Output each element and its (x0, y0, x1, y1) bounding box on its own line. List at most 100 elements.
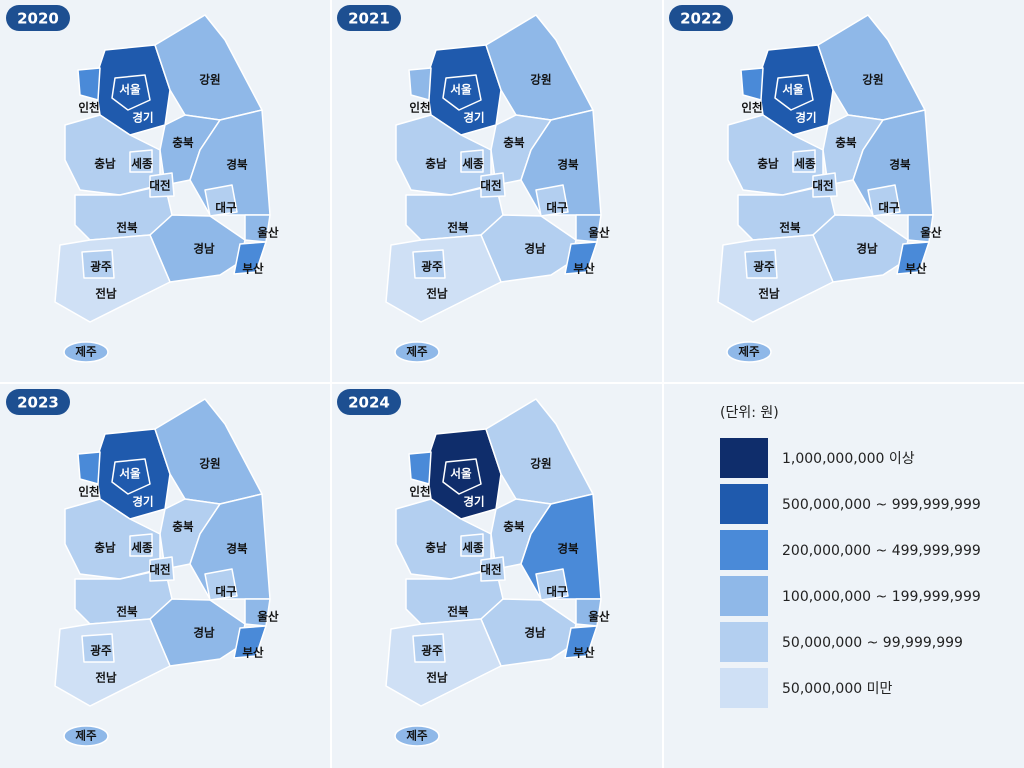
region-label: 충남 (757, 157, 779, 171)
region-label: 충북 (835, 136, 857, 150)
region-label: 세종 (131, 541, 153, 555)
region-label: 충북 (172, 136, 194, 150)
region (726, 341, 772, 363)
region-label: 제주 (406, 345, 428, 359)
legend-label: 200,000,000 ~ 499,999,999 (782, 543, 981, 559)
legend-swatch (720, 576, 768, 616)
region-label: 대전 (149, 179, 170, 193)
year-label: 2024 (348, 394, 390, 412)
region-label: 제주 (75, 729, 97, 743)
region-label: 경북 (226, 158, 248, 172)
legend-label: 50,000,000 ~ 99,999,999 (782, 635, 963, 651)
region (63, 725, 109, 747)
region-label: 대전 (149, 563, 170, 577)
region (129, 533, 153, 557)
region-label: 울산 (588, 610, 610, 624)
region-label: 전남 (426, 671, 448, 685)
region-label: 인천 (741, 101, 762, 115)
region-label: 경기 (132, 495, 153, 509)
region (394, 341, 440, 363)
region-label: 경남 (524, 242, 546, 256)
region (535, 184, 569, 217)
region-label: 인천 (409, 485, 430, 499)
region (149, 556, 175, 582)
legend-label: 500,000,000 ~ 999,999,999 (782, 497, 981, 513)
region-label: 강원 (530, 73, 551, 87)
region-label: 전남 (95, 671, 117, 685)
year-badge (6, 389, 70, 415)
region-label: 부산 (242, 646, 264, 660)
region (111, 74, 151, 111)
region (408, 451, 432, 485)
year-badge (337, 389, 401, 415)
year-label: 2023 (17, 394, 59, 412)
region-label: 울산 (257, 226, 279, 240)
region-label: 대구 (215, 201, 237, 215)
region-label: 부산 (242, 262, 264, 276)
region (740, 67, 764, 101)
region-label: 대전 (480, 563, 501, 577)
region-label: 경북 (889, 158, 911, 172)
region (233, 625, 267, 659)
region-label: 광주 (90, 644, 112, 658)
region-label: 강원 (199, 73, 220, 87)
region (204, 568, 238, 601)
region (896, 241, 930, 275)
region (412, 249, 446, 279)
year-badge (6, 5, 70, 31)
region (233, 241, 267, 275)
region-label: 경북 (226, 542, 248, 556)
region (442, 458, 482, 495)
region-label: 경남 (193, 626, 215, 640)
region (442, 74, 482, 111)
region (460, 533, 484, 557)
region-label: 광주 (421, 644, 443, 658)
region-label: 제주 (738, 345, 760, 359)
region-label: 세종 (462, 157, 484, 171)
region-label: 세종 (462, 541, 484, 555)
region-label: 충남 (94, 541, 116, 555)
region (812, 172, 838, 198)
year-label: 2022 (680, 10, 722, 28)
region-label: 울산 (257, 610, 279, 624)
legend-swatch (720, 668, 768, 708)
region-label: 강원 (862, 73, 883, 87)
region-label: 서울 (450, 83, 472, 97)
region-label: 경북 (557, 542, 579, 556)
region-label: 전북 (116, 605, 138, 619)
legend-swatch (720, 530, 768, 570)
region-label: 강원 (199, 457, 220, 471)
year-label: 2020 (17, 10, 59, 28)
region-label: 전북 (116, 221, 138, 235)
legend-swatch (720, 484, 768, 524)
region-label: 충남 (425, 541, 447, 555)
region-label: 광주 (753, 260, 775, 274)
region-label: 세종 (794, 157, 816, 171)
year-badge (337, 5, 401, 31)
region-label: 대구 (878, 201, 900, 215)
region (480, 172, 506, 198)
region (111, 458, 151, 495)
legend-label: 50,000,000 미만 (782, 681, 892, 697)
region-label: 충남 (425, 157, 447, 171)
legend-label: 1,000,000,000 이상 (782, 451, 915, 467)
region (412, 633, 446, 663)
region (564, 241, 598, 275)
region (867, 184, 901, 217)
region-label: 서울 (119, 83, 141, 97)
region-label: 전북 (779, 221, 801, 235)
region-label: 경남 (856, 242, 878, 256)
region (408, 67, 432, 101)
region-label: 인천 (78, 485, 99, 499)
region-label: 경기 (463, 495, 484, 509)
region-label: 경남 (524, 626, 546, 640)
region-label: 서울 (450, 467, 472, 481)
region-label: 전북 (447, 605, 469, 619)
legend-title: (단위: 원) (720, 405, 779, 421)
region-label: 전북 (447, 221, 469, 235)
region (744, 249, 778, 279)
region-label: 대전 (480, 179, 501, 193)
